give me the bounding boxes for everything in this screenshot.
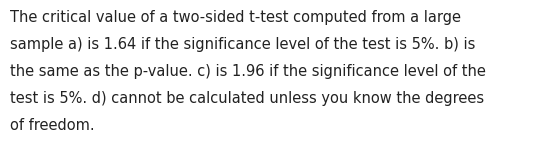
Text: of freedom.: of freedom. bbox=[10, 118, 95, 133]
Text: test is 5%. d) cannot be calculated unless you know the degrees: test is 5%. d) cannot be calculated unle… bbox=[10, 91, 484, 106]
Text: sample a) is 1.64 if the significance level of the test is 5%. b) is: sample a) is 1.64 if the significance le… bbox=[10, 37, 475, 52]
Text: the same as the p-value. c) is 1.96 if the significance level of the: the same as the p-value. c) is 1.96 if t… bbox=[10, 64, 486, 79]
Text: The critical value of a two-sided t-test computed from a large: The critical value of a two-sided t-test… bbox=[10, 10, 461, 25]
